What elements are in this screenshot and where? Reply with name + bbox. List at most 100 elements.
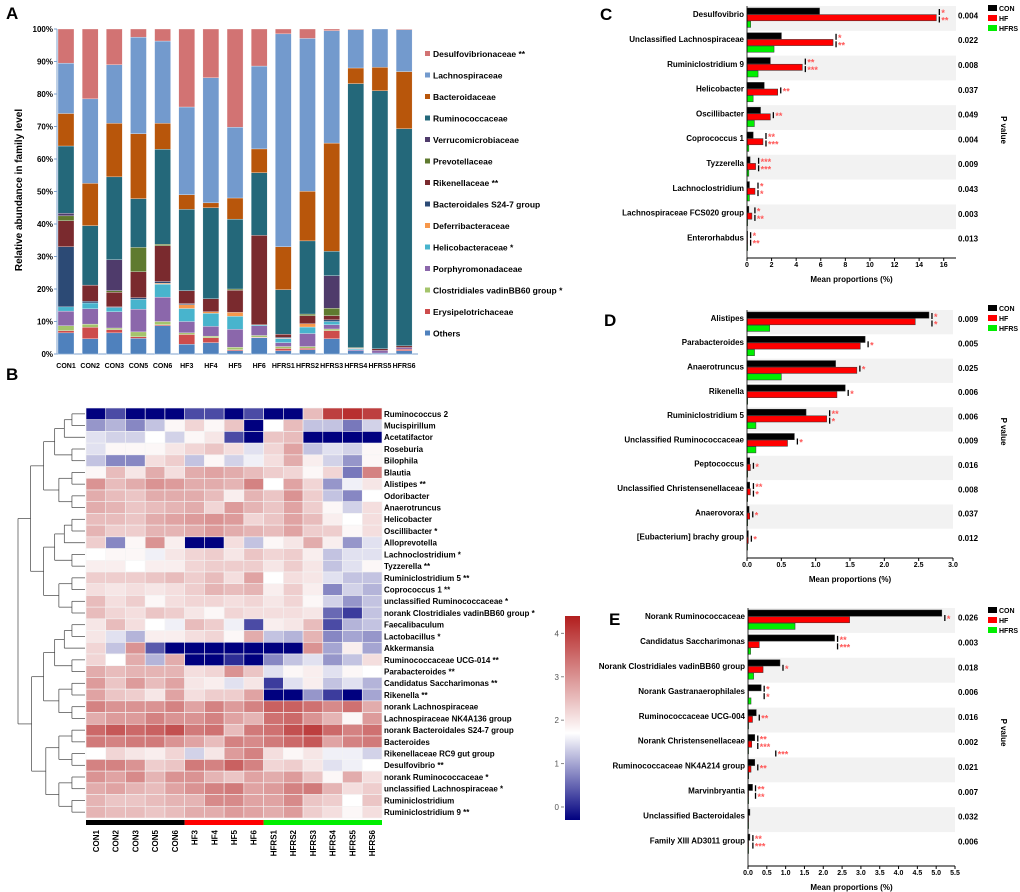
heatmap-cell (144, 770, 166, 784)
heatmap-cell (361, 618, 383, 631)
heatmap-cell (125, 630, 146, 643)
row-label: Desulfovibrio (693, 10, 744, 19)
heatmap-cell (223, 700, 245, 713)
bar-con (746, 408, 807, 416)
heatmap-cell (144, 759, 166, 772)
x-tick-label: 2.0 (879, 562, 889, 569)
heatmap-cell (302, 723, 324, 737)
significance-stars: *** (768, 140, 779, 150)
heatmap-cell (105, 559, 126, 573)
heatmap-cell (223, 595, 245, 608)
heatmap-cell (223, 559, 245, 573)
heatmap-cell (184, 513, 205, 526)
bar-segment (82, 308, 99, 325)
heatmap-cell (302, 513, 324, 526)
bar-segment (323, 330, 340, 339)
heatmap-cell (361, 794, 383, 807)
bar-segment (106, 332, 123, 355)
heatmap-cell (85, 782, 107, 795)
p-value: 0.004 (958, 135, 979, 144)
heatmap-cell (361, 559, 383, 573)
significance-stars: ** (783, 86, 791, 96)
heatmap-cell (105, 665, 126, 678)
heatmap-row-label: Anaerotruncus (384, 504, 441, 513)
heatmap-cell (125, 513, 146, 526)
heatmap-row-label: norank Lachnospiraceae (384, 703, 479, 712)
heatmap-row-label: Roseburia (384, 445, 424, 454)
heatmap-cell (184, 548, 205, 561)
heatmap-cell (361, 688, 383, 702)
heatmap-cell (105, 759, 126, 772)
heatmap-cell (204, 431, 225, 444)
heatmap-row-label: Tyzzerella ** (384, 562, 431, 571)
legend-swatch (425, 223, 430, 228)
heatmap-column-label: CON1 (92, 829, 101, 852)
bar-segment (130, 331, 147, 337)
heatmap-cell (85, 595, 107, 608)
heatmap-cell (105, 805, 126, 819)
bar-chart-c: Desulfovibrio 0.004***Unclassified Lachno… (622, 5, 1018, 284)
heatmap-cell (204, 782, 225, 795)
x-tick-label: 0 (745, 262, 749, 269)
significance-stars: ** (760, 763, 768, 773)
heatmap-cell (204, 759, 225, 772)
bar-segment (57, 220, 75, 247)
heatmap-cell (302, 407, 324, 421)
bar-segment (82, 28, 99, 100)
bar-segment (130, 36, 147, 134)
heatmap-cell (204, 688, 225, 702)
bar-segment (299, 38, 316, 192)
heatmap-cell (85, 665, 107, 678)
legend-label: Verrucomicrobiaceae (433, 135, 519, 145)
heatmap-cell (125, 770, 146, 784)
heatmap-row-label: Alloprevotella (384, 539, 437, 548)
significance-stars: * (753, 231, 757, 241)
row-label: Enterorhabdus (687, 233, 744, 242)
bar-hfrs (747, 697, 752, 705)
bar-segment (299, 315, 316, 324)
bar-segment (202, 335, 220, 338)
heatmap-cell (283, 618, 304, 631)
y-tick-label: 60% (37, 155, 53, 164)
heatmap-cell (361, 677, 383, 690)
heatmap-cell (85, 477, 107, 491)
significance-stars: ** (840, 635, 848, 645)
heatmap-row-label: Bacteroides (384, 738, 430, 747)
legend-label: HF (999, 16, 1009, 23)
row-label: Norank Ruminococcaceae (645, 612, 746, 621)
heatmap-cell (243, 454, 264, 467)
heatmap-cell (223, 747, 245, 760)
heatmap-cell (322, 466, 343, 479)
bar-segment (323, 319, 340, 322)
heatmap-cell (85, 641, 107, 655)
heatmap-cell (184, 501, 205, 514)
heatmap-cell (322, 583, 343, 596)
heatmap-column-label: HFRS1 (269, 829, 278, 856)
significance-stars: ** (807, 58, 815, 68)
heatmap-cell (243, 665, 264, 678)
x-tick-label: 3.0 (948, 562, 958, 569)
colorbar-tick-label: 4 (555, 629, 560, 638)
bar-hf (746, 342, 861, 350)
heatmap-cell (342, 747, 363, 760)
row-label: Peptococcus (694, 460, 744, 469)
heatmap-cell (85, 770, 107, 784)
heatmap-cell (144, 536, 166, 549)
bar-segment (154, 243, 171, 246)
heatmap-cell (204, 466, 225, 479)
heatmap-cell (125, 595, 146, 608)
heatmap-cell (361, 606, 383, 620)
x-tick-label: 3.0 (856, 870, 866, 877)
heatmap-cell (283, 688, 304, 702)
heatmap-cell (184, 407, 205, 421)
row-label: Unclassified Bacteroidales (643, 811, 745, 820)
heatmap-cell (223, 431, 245, 444)
heatmap-cell (243, 630, 264, 643)
heatmap-cell (342, 735, 363, 749)
heatmap-cell (322, 618, 343, 631)
heatmap-cell (283, 442, 304, 456)
bar-segment (82, 98, 99, 184)
row-label: Ruminiclostridium 9 (667, 60, 744, 69)
heatmap-cell (144, 431, 166, 444)
heatmap-cell (342, 688, 363, 702)
